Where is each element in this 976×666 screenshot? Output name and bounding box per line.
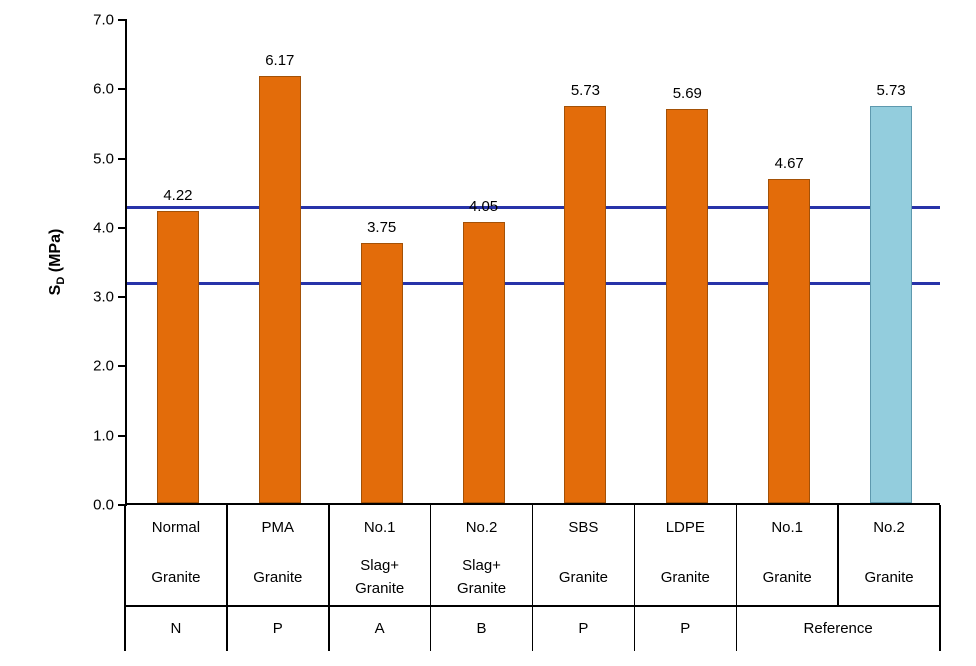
- x-category-sub: Granite: [533, 549, 635, 605]
- category-separator: [939, 505, 941, 605]
- x-category-name: PMA: [261, 518, 295, 536]
- x-category-sub: Granite: [227, 549, 329, 605]
- x-category-sub-line: Granite: [558, 568, 609, 586]
- y-axis-title-text: SD (MPa): [47, 229, 67, 296]
- x-group-cell: N: [170, 619, 182, 637]
- x-group-cell: Reference: [803, 619, 873, 637]
- x-category-sub-line: Slag+: [360, 557, 400, 574]
- bar-value-label: 4.67: [774, 155, 804, 173]
- y-tick-mark: [118, 365, 127, 368]
- y-tick-label: 0.0: [93, 496, 114, 514]
- category-separator: [429, 505, 432, 605]
- x-group-cell: B: [476, 619, 487, 637]
- x-category-cell: No.1 Slag+ Granite: [329, 505, 431, 605]
- group-separator: [633, 605, 636, 651]
- bar-value-label: 4.05: [468, 198, 499, 216]
- x-group-cell: P: [680, 619, 691, 637]
- bar: [768, 179, 811, 503]
- y-tick-label: 2.0: [93, 357, 114, 375]
- bar: [156, 210, 199, 503]
- y-tick-mark: [118, 157, 127, 160]
- bar-value-label: 3.75: [367, 219, 397, 237]
- x-category-sub-line: Slag+: [462, 557, 501, 574]
- x-category-cell: No.2 Slag+ Granite: [431, 505, 533, 605]
- reference-line: [127, 281, 940, 285]
- bar: [870, 106, 913, 503]
- bar-value-label: 6.17: [265, 51, 295, 69]
- x-category-cell: PMA Granite: [227, 505, 329, 605]
- x-category-sub-line: Granite: [660, 568, 710, 586]
- bar-value-label: 4.22: [163, 186, 193, 204]
- x-category-cell: No.1 Granite: [736, 505, 838, 605]
- x-axis-labels: Normal Granite PMA Granite No.1 Slag+ Granite N…: [124, 505, 941, 652]
- group-separator: [429, 605, 432, 651]
- y-tick-mark: [118, 19, 127, 21]
- category-separator: [837, 505, 839, 605]
- group-separator: [124, 605, 126, 651]
- category-separator: [328, 505, 330, 605]
- category-separator: [226, 505, 228, 605]
- x-category-sub-line: Granite: [762, 568, 812, 586]
- x-category-name: Normal: [151, 518, 201, 536]
- y-tick-label: 4.0: [93, 219, 114, 237]
- x-category-sub-line: Granite: [456, 580, 507, 597]
- y-tick-label: 7.0: [93, 11, 114, 29]
- x-category-sub: Granite: [634, 549, 736, 605]
- group-separator: [226, 605, 228, 651]
- x-category-cell: SBS Granite: [533, 505, 635, 605]
- x-category-sub-line: Granite: [355, 580, 405, 597]
- category-separator: [735, 505, 737, 605]
- x-category-name: No.1: [771, 518, 804, 536]
- group-separator: [328, 605, 330, 651]
- x-category-sub: Granite: [736, 549, 838, 605]
- bar: [360, 243, 403, 503]
- y-tick-label: 6.0: [93, 80, 114, 98]
- bar: [564, 106, 607, 503]
- bar-value-label: 5.73: [876, 82, 906, 99]
- y-tick-label: 5.0: [93, 150, 114, 168]
- bar-value-label: 5.73: [570, 82, 601, 99]
- plot-area: 4.22 6.17 3.75 4.05 5.73 5.69 4.67 5.73: [118, 19, 940, 506]
- group-separator: [939, 605, 941, 651]
- x-category-sub-line: Granite: [151, 568, 201, 586]
- x-category-cell: No.2 Granite: [838, 505, 940, 605]
- bar: [258, 75, 301, 503]
- y-tick-mark: [118, 434, 127, 437]
- x-category-name: No.2: [465, 518, 498, 536]
- reference-line: [127, 205, 940, 209]
- x-category-name: No.1: [363, 518, 396, 536]
- x-group-cell: P: [578, 619, 589, 637]
- y-tick-mark: [118, 504, 127, 506]
- y-tick-label: 1.0: [93, 427, 114, 445]
- x-group-cell: A: [374, 619, 385, 637]
- group-separator: [735, 605, 737, 651]
- x-group-cell: P: [272, 619, 283, 637]
- group-separator: [531, 605, 534, 651]
- category-separator: [124, 505, 126, 605]
- y-tick-mark: [118, 296, 127, 299]
- x-category-sub-line: Granite: [864, 568, 914, 586]
- x-category-cell: LDPE Granite: [634, 505, 736, 605]
- x-category-name: LDPE: [665, 518, 705, 536]
- y-title-subscript: D: [55, 276, 68, 285]
- bar: [666, 108, 709, 503]
- x-category-sub: Slag+ Granite: [431, 549, 533, 605]
- x-category-sub: Slag+ Granite: [329, 549, 431, 605]
- x-category-name: No.2: [873, 518, 905, 536]
- x-category-sub-line: Granite: [253, 568, 303, 586]
- category-separator: [531, 505, 534, 605]
- bar: [462, 222, 505, 503]
- y-tick-mark: [118, 226, 127, 229]
- x-category-sub: Granite: [125, 549, 227, 605]
- y-tick-label: 3.0: [93, 288, 114, 306]
- y-tick-mark: [118, 88, 127, 91]
- x-category-name: SBS: [568, 518, 599, 536]
- x-category-sub: Granite: [838, 549, 940, 605]
- category-separator: [633, 505, 636, 605]
- x-category-cell: Normal Granite: [125, 505, 227, 605]
- bar-value-label: 5.69: [672, 84, 702, 102]
